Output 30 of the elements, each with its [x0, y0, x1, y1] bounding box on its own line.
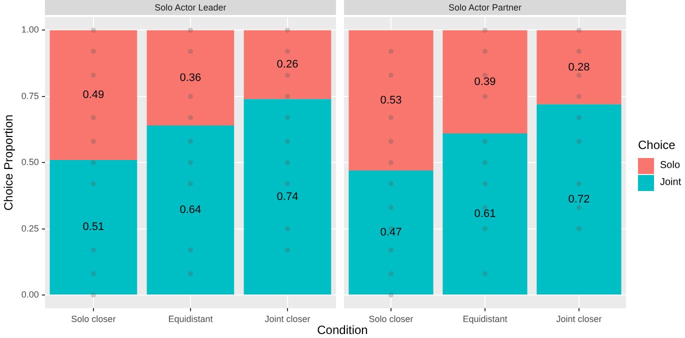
legend-title: Choice — [638, 138, 676, 152]
data-label: 0.47 — [380, 226, 402, 239]
x-tick-label: Joint closer — [556, 314, 602, 324]
data-label: 0.39 — [474, 76, 496, 88]
data-label: 0.61 — [474, 208, 496, 220]
chart-title: Solo Actor Leader — [154, 2, 226, 12]
data-label: 0.51 — [82, 221, 104, 234]
data-label: 0.49 — [82, 89, 104, 102]
data-label: 0.64 — [180, 204, 202, 216]
x-tick-label: Solo closer — [368, 314, 414, 324]
y-tick-label: 1.00 — [21, 24, 39, 35]
y-tick-label: 0.00 — [21, 289, 39, 300]
data-label: 0.53 — [380, 94, 402, 106]
legend-label: Joint — [660, 177, 682, 188]
y-axis-title: Choice Proportion — [2, 114, 16, 211]
x-tick-label: Joint closer — [264, 314, 310, 324]
x-tick-label: Solo closer — [71, 314, 116, 324]
data-label: 0.36 — [180, 72, 202, 84]
data-label: 0.28 — [568, 61, 590, 74]
x-axis-title: Condition — [316, 323, 369, 337]
y-tick-label: 0.75 — [21, 90, 39, 101]
chart-title: Solo Actor Partner — [448, 2, 522, 12]
y-tick-label: 0.50 — [21, 157, 39, 168]
data-label: 0.72 — [568, 193, 590, 206]
legend-label: Solo — [660, 160, 680, 171]
x-tick-label: Equidistant — [462, 314, 508, 324]
x-tick-label: Equidistant — [168, 314, 214, 324]
data-label: 0.26 — [276, 58, 298, 71]
data-label: 0.74 — [276, 190, 298, 203]
y-tick-label: 0.25 — [21, 223, 39, 234]
